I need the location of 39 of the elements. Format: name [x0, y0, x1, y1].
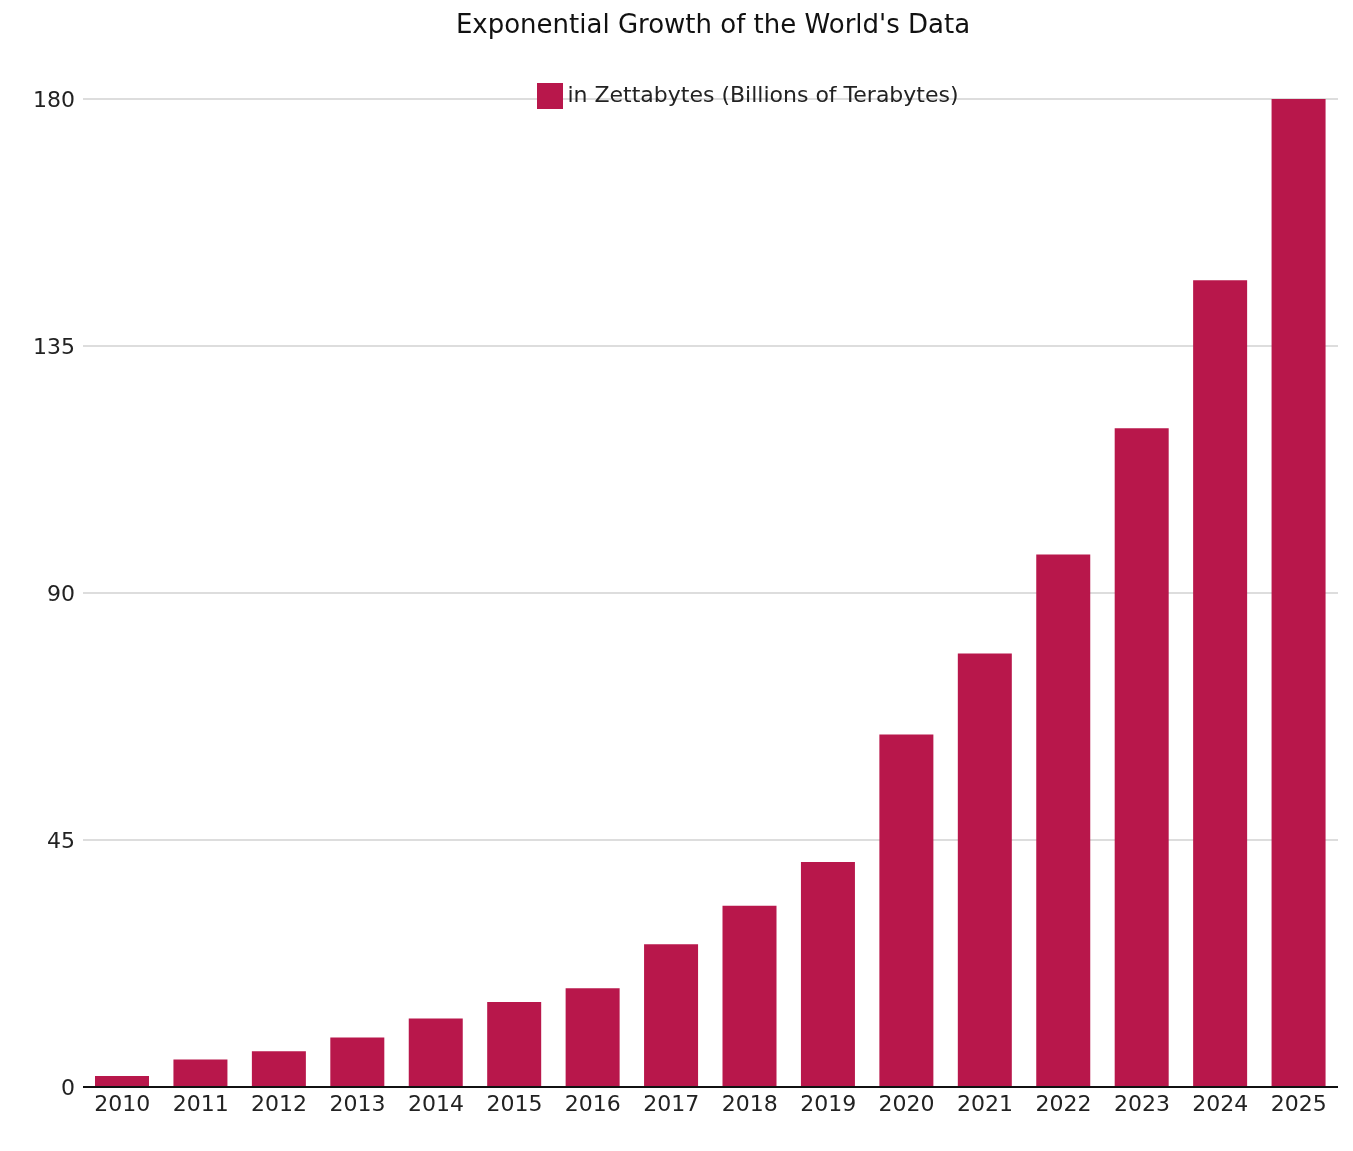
x-tick-label: 2011	[172, 1090, 229, 1116]
bar	[879, 734, 934, 1087]
bar	[95, 1076, 149, 1087]
x-tick-label: 2012	[251, 1090, 308, 1116]
bar	[251, 1051, 306, 1087]
x-tick-label: 2025	[1270, 1090, 1327, 1116]
bar	[565, 988, 620, 1087]
bar	[408, 1018, 463, 1087]
y-tick-label: 135	[33, 333, 75, 359]
x-tick-label: 2021	[957, 1090, 1014, 1116]
bar	[1114, 428, 1169, 1087]
chart-title: Exponential Growth of the World's Data	[454, 8, 972, 41]
bar	[722, 905, 777, 1087]
bar	[1271, 99, 1326, 1087]
x-tick-label: 2019	[800, 1090, 857, 1116]
y-tick-label: 45	[47, 827, 75, 853]
y-tick-label: 0	[61, 1074, 75, 1100]
bar	[800, 861, 855, 1087]
x-tick-label: 2015	[486, 1090, 543, 1116]
bar	[173, 1059, 228, 1087]
bar	[957, 653, 1012, 1087]
x-tick-label: 2023	[1113, 1090, 1170, 1116]
bar	[330, 1037, 385, 1087]
x-tick-label: 2016	[564, 1090, 621, 1116]
x-tick-label: 2010	[94, 1090, 151, 1116]
x-tick-label: 2018	[721, 1090, 778, 1116]
y-tick-label: 180	[33, 86, 75, 112]
x-tick-label: 2017	[643, 1090, 700, 1116]
bar	[487, 1001, 542, 1087]
x-tick-label: 2013	[329, 1090, 386, 1116]
y-tick-label: 90	[47, 580, 75, 606]
bar	[644, 944, 699, 1087]
x-tick-label: 2020	[878, 1090, 935, 1116]
bar	[1036, 554, 1091, 1087]
x-tick-label: 2014	[407, 1090, 464, 1116]
legend-label: in Zettabytes (Billions of Terabytes)	[567, 82, 959, 107]
x-tick-label: 2022	[1035, 1090, 1092, 1116]
x-tick-label: 2024	[1192, 1090, 1249, 1116]
bar	[1193, 280, 1248, 1087]
